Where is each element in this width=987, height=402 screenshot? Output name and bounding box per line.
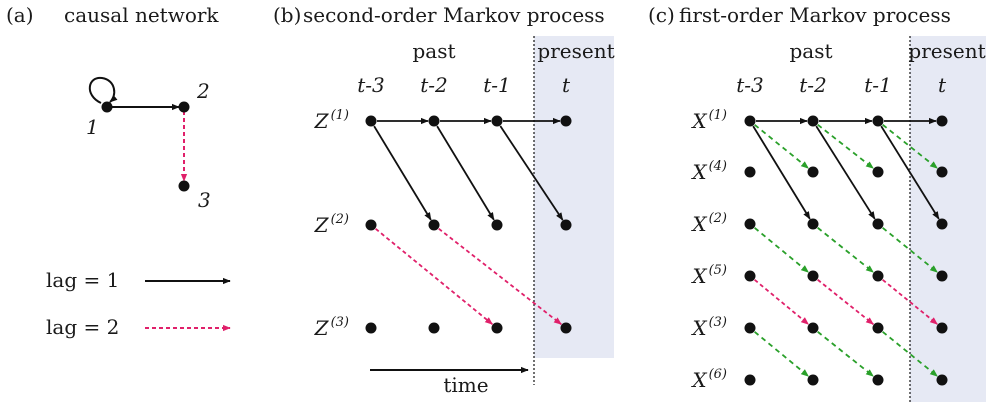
self-loop-node-1 xyxy=(88,76,118,104)
edge-x5-to-x3 xyxy=(817,279,874,325)
panel-a-tag: (a) xyxy=(6,3,34,27)
node-2-label: 2 xyxy=(196,79,210,103)
panel-b-node xyxy=(428,322,440,334)
panel-c-row-label: X (2) xyxy=(690,211,727,236)
panel-c-time-col-label: t-2 xyxy=(799,73,827,97)
edge-x5-to-x3 xyxy=(882,279,938,325)
panel-c-node xyxy=(872,322,884,334)
panel-c-node xyxy=(872,166,884,178)
node-2 xyxy=(178,101,190,113)
panel-b-past-label: past xyxy=(412,39,455,63)
node-1 xyxy=(101,101,113,113)
time-label: time xyxy=(443,373,488,397)
edge-x1-to-x2 xyxy=(815,125,876,220)
panel-c-time-col-label: t-1 xyxy=(864,73,892,97)
panel-b-node xyxy=(428,219,440,231)
edge-x1-to-x4 xyxy=(817,123,874,170)
edge-x3-to-x6 xyxy=(754,331,809,377)
panel-c-row-label: X (3) xyxy=(690,315,727,340)
node-1-label: 1 xyxy=(86,115,99,139)
panel-b-time-col-label: t-2 xyxy=(420,73,448,97)
edge-x1-to-x4 xyxy=(882,124,938,169)
panel-c-row-label: X (6) xyxy=(690,367,727,392)
panel-b-node xyxy=(491,322,503,334)
panel-c-title: first-order Markov process xyxy=(679,3,951,27)
panel-c-node xyxy=(744,218,756,230)
panel-c-node xyxy=(744,270,756,282)
edge-z2-to-z3 xyxy=(438,227,562,326)
panel-c-node xyxy=(807,218,819,230)
panel-c-time-col-label: t xyxy=(938,73,947,97)
edge-x5-to-x3 xyxy=(754,279,809,325)
panel-b-time-col-label: t-3 xyxy=(357,73,385,97)
panel-b-node xyxy=(365,115,377,127)
node-3 xyxy=(178,180,190,192)
panel-b-tag: (b) xyxy=(273,3,301,27)
edge-x2-to-x5 xyxy=(817,227,874,273)
panel-c-node xyxy=(936,374,948,386)
panel-b-node xyxy=(560,219,572,231)
panel-b-node xyxy=(365,322,377,334)
panel-c-tag: (c) xyxy=(648,3,675,27)
panel-b-row-label: Z (1) xyxy=(314,108,349,133)
panel-c-node xyxy=(807,374,819,386)
edge-x3-to-x6 xyxy=(882,331,938,377)
panel-c-node xyxy=(807,270,819,282)
panel-b-row-label: Z (3) xyxy=(314,315,349,340)
panel-b-node xyxy=(491,115,503,127)
panel-c-node xyxy=(872,115,884,127)
panel-b-time-col-label: t xyxy=(562,73,571,97)
panel-c-node xyxy=(744,115,756,127)
present-region-b xyxy=(534,36,614,358)
panel-c-present-label: present xyxy=(908,39,985,63)
edge-x1-to-x4 xyxy=(754,124,809,169)
edge-x1-to-x2 xyxy=(880,125,940,220)
panel-c-row-label: X (4) xyxy=(690,159,727,184)
edge-z1-to-z2 xyxy=(436,125,495,221)
panel-a-title: causal network xyxy=(64,3,219,27)
legend-lag1-label: lag = 1 xyxy=(46,268,119,292)
panel-c-row-label: X (5) xyxy=(690,263,727,288)
panel-c-node xyxy=(936,322,948,334)
panel-c-node xyxy=(872,270,884,282)
panel-c-node xyxy=(744,322,756,334)
panel-c-time-col-label: t-3 xyxy=(736,73,764,97)
edge-x1-to-x2 xyxy=(752,125,811,220)
legend-lag2-label: lag = 2 xyxy=(46,315,119,339)
panel-c-node xyxy=(744,166,756,178)
panel-c-node xyxy=(807,115,819,127)
panel-c-node xyxy=(807,166,819,178)
panel-c-node xyxy=(936,270,948,282)
panel-c: (c) first-order Markov process past pres… xyxy=(648,3,986,392)
node-3-label: 3 xyxy=(198,188,211,212)
panel-b-title: second-order Markov process xyxy=(303,3,605,27)
panel-b-present-label: present xyxy=(537,39,614,63)
edge-x2-to-x5 xyxy=(754,227,809,273)
panel-c-node xyxy=(936,166,948,178)
panel-c-row-label: X (1) xyxy=(690,108,727,133)
panel-c-node xyxy=(744,374,756,386)
panel-b-node xyxy=(428,115,440,127)
present-region-c xyxy=(910,36,986,402)
panel-a: (a) causal network 1 2 3 lag = 1 lag = 2 xyxy=(6,3,231,339)
edge-z1-to-z2 xyxy=(373,125,432,221)
panel-b-node xyxy=(560,322,572,334)
edge-z2-to-z3 xyxy=(375,228,493,325)
panel-c-node xyxy=(936,115,948,127)
panel-c-past-label: past xyxy=(789,39,832,63)
panel-c-node xyxy=(936,218,948,230)
panel-b-row-label: Z (2) xyxy=(314,212,349,237)
edge-x3-to-x6 xyxy=(817,331,874,377)
panel-c-node xyxy=(807,322,819,334)
panel-c-node xyxy=(872,218,884,230)
panel-b-time-col-label: t-1 xyxy=(483,73,511,97)
edge-z1-to-z2 xyxy=(499,125,564,221)
panel-c-node xyxy=(872,374,884,386)
panel-b-node xyxy=(365,219,377,231)
panel-b-node xyxy=(491,219,503,231)
edge-x2-to-x5 xyxy=(882,227,938,273)
panel-b-node xyxy=(560,115,572,127)
